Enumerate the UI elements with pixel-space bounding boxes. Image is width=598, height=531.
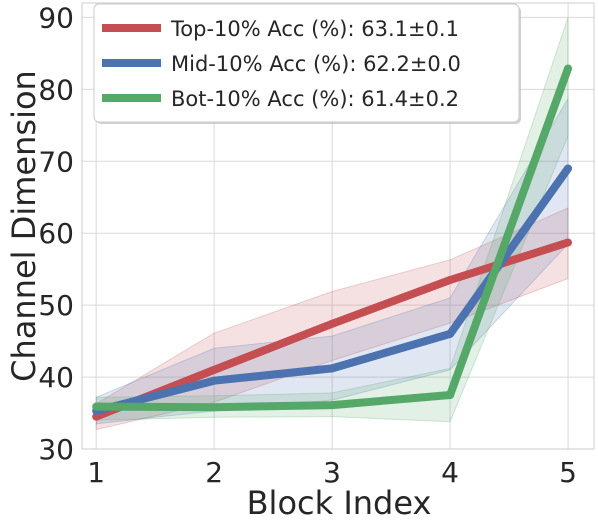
data-point: [92, 412, 101, 421]
y-tick-label: 90: [38, 1, 74, 34]
x-tick-label: 4: [441, 456, 459, 489]
data-point: [328, 364, 337, 373]
plot-frame: [81, 2, 595, 450]
x-tick-label: 1: [87, 456, 105, 489]
y-tick-label: 50: [38, 289, 74, 322]
data-point: [446, 391, 455, 400]
y-tick-label: 30: [38, 433, 74, 466]
legend-label-3: Bot-10% Acc (%): 61.4±0.2: [171, 87, 459, 111]
data-point: [210, 365, 219, 374]
legend-label-2: Mid-10% Acc (%): 62.2±0.0: [171, 52, 461, 76]
x-axis-label: Block Index: [247, 484, 432, 522]
data-point: [564, 64, 573, 73]
confidence-band-1: [95, 207, 569, 431]
data-point: [328, 401, 337, 410]
data-point: [92, 402, 101, 411]
x-tick-label: 2: [205, 456, 223, 489]
y-tick-label: 70: [38, 145, 74, 178]
confidence-band-3: [95, 17, 569, 423]
data-point: [564, 164, 573, 173]
data-point: [328, 319, 337, 328]
x-tick-label: 3: [323, 456, 341, 489]
tick-labels: 1 2 3 4 5 30 40 50 60 70 80 90: [38, 1, 577, 489]
legend-box: [93, 3, 520, 123]
x-tick-label: 5: [559, 456, 577, 489]
series-lines: [92, 64, 573, 421]
y-tick-label: 80: [38, 73, 74, 106]
data-point: [564, 238, 573, 247]
data-point: [446, 329, 455, 338]
legend-label-1: Top-10% Acc (%): 63.1±0.1: [170, 17, 459, 41]
y-tick-label: 60: [38, 217, 74, 250]
y-tick-label: 40: [38, 361, 74, 394]
data-point: [210, 376, 219, 385]
legend: Top-10% Acc (%): 63.1±0.1 Mid-10% Acc (%)…: [93, 3, 521, 124]
data-point: [210, 403, 219, 412]
y-axis-label: Channel Dimension: [5, 70, 43, 382]
data-point: [446, 275, 455, 284]
